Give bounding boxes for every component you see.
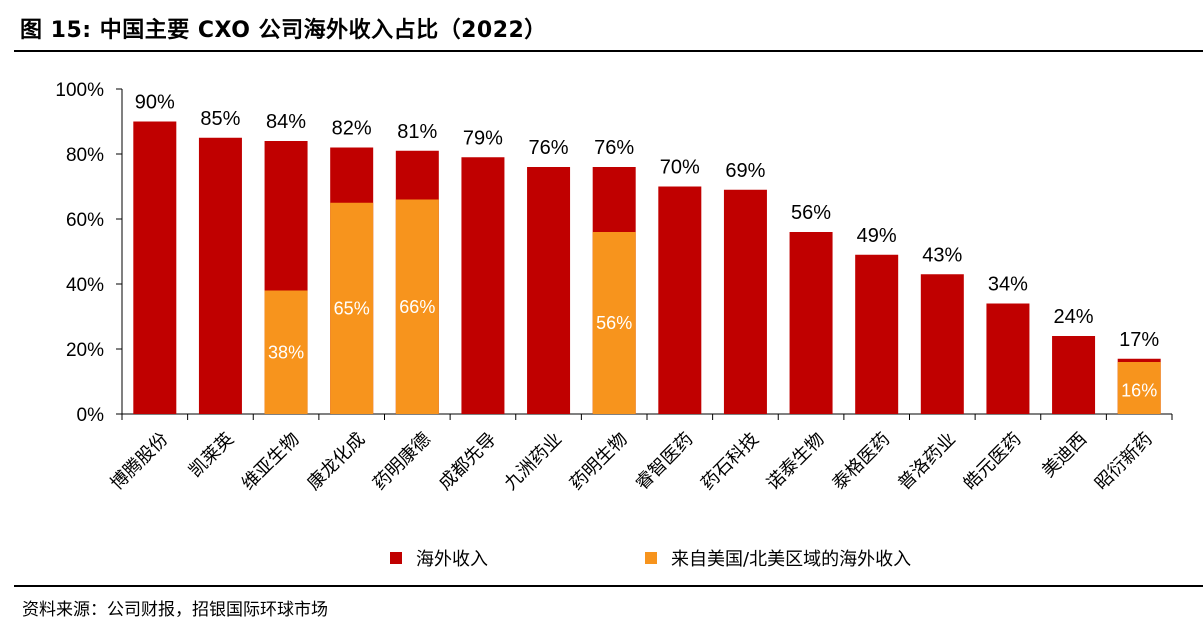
bar-overseas — [658, 186, 702, 414]
category-label: 睿智医药 — [632, 429, 697, 494]
y-tick-label: 0% — [77, 405, 105, 426]
bar-overseas — [198, 137, 242, 414]
data-label-overseas: 17% — [1119, 329, 1159, 351]
data-label-overseas: 79% — [463, 127, 503, 149]
bar-overseas — [527, 167, 571, 414]
category-label: 诺泰生物 — [763, 429, 828, 494]
legend-label-overseas: 海外收入 — [416, 549, 488, 570]
bar-overseas — [920, 274, 964, 414]
bar-us — [330, 202, 374, 414]
category-label: 康龙化成 — [303, 429, 368, 494]
category-label: 昭衍新药 — [1091, 429, 1156, 494]
legend-item-overseas: 海外收入 — [390, 545, 488, 571]
category-label: 九洲药业 — [500, 429, 565, 494]
data-label-overseas: 90% — [135, 92, 175, 114]
data-label-overseas: 70% — [660, 157, 700, 179]
category-label: 药石科技 — [697, 429, 762, 494]
category-label: 泰格医药 — [828, 429, 893, 494]
category-label: 药明康德 — [369, 429, 434, 494]
data-label-overseas: 82% — [332, 118, 372, 140]
category-label: 成都先导 — [435, 429, 500, 494]
legend-label-us: 来自美国/北美区域的海外收入 — [671, 549, 912, 570]
bar-us — [264, 290, 308, 414]
data-label-overseas: 43% — [922, 244, 962, 266]
bar-overseas — [789, 232, 833, 414]
figure-title: 图 15: 中国主要 CXO 公司海外收入占比（2022） — [20, 18, 547, 43]
data-label-us: 38% — [268, 342, 304, 362]
data-label-overseas: 76% — [594, 137, 634, 159]
bar-overseas — [986, 303, 1030, 414]
data-label-overseas: 76% — [529, 137, 569, 159]
data-label-us: 65% — [334, 298, 370, 318]
category-label: 维亚生物 — [238, 429, 303, 494]
category-label: 药明生物 — [566, 429, 631, 494]
y-tick-label: 20% — [66, 340, 104, 361]
y-tick-label: 100% — [55, 80, 104, 101]
category-label: 皓元医药 — [960, 429, 1025, 494]
category-label: 凯莱英 — [185, 429, 237, 481]
y-tick-label: 80% — [66, 145, 104, 166]
bar-us — [1117, 362, 1161, 414]
bar-overseas — [461, 157, 505, 414]
y-tick-label: 60% — [66, 210, 104, 231]
bar-us — [592, 232, 636, 414]
bar-us — [395, 199, 439, 414]
data-label-overseas: 56% — [791, 202, 831, 224]
data-label-overseas: 69% — [725, 160, 765, 182]
legend-item-us: 来自美国/北美区域的海外收入 — [645, 545, 911, 571]
data-label-us: 16% — [1121, 381, 1157, 401]
bar-overseas — [723, 189, 767, 414]
legend-swatch-us — [645, 552, 657, 564]
data-label-overseas: 24% — [1054, 306, 1094, 328]
data-label-overseas: 81% — [397, 121, 437, 143]
bar-overseas — [133, 121, 177, 414]
data-label-us: 56% — [596, 313, 632, 333]
data-label-overseas: 49% — [857, 225, 897, 247]
source-rule — [14, 585, 1203, 587]
data-label-us: 66% — [399, 297, 435, 317]
data-label-overseas: 85% — [200, 108, 240, 130]
category-label: 博腾股份 — [107, 429, 172, 494]
category-label: 美迪西 — [1038, 429, 1090, 481]
bar-overseas — [1052, 336, 1096, 414]
category-label: 普洛药业 — [894, 429, 959, 494]
bar-chart: 0% 20% 40% 60% 80% 100% 90% 博腾股份 85% 凯莱英 84% 38% 维亚生… — [55, 80, 1173, 494]
bar-overseas — [855, 254, 899, 414]
title-rule — [14, 50, 1203, 52]
data-label-overseas: 84% — [266, 111, 306, 133]
source-note: 资料来源：公司财报，招银国际环球市场 — [22, 600, 328, 620]
data-label-overseas: 34% — [988, 274, 1028, 296]
y-tick-label: 40% — [66, 275, 104, 296]
legend-swatch-overseas — [390, 552, 402, 564]
